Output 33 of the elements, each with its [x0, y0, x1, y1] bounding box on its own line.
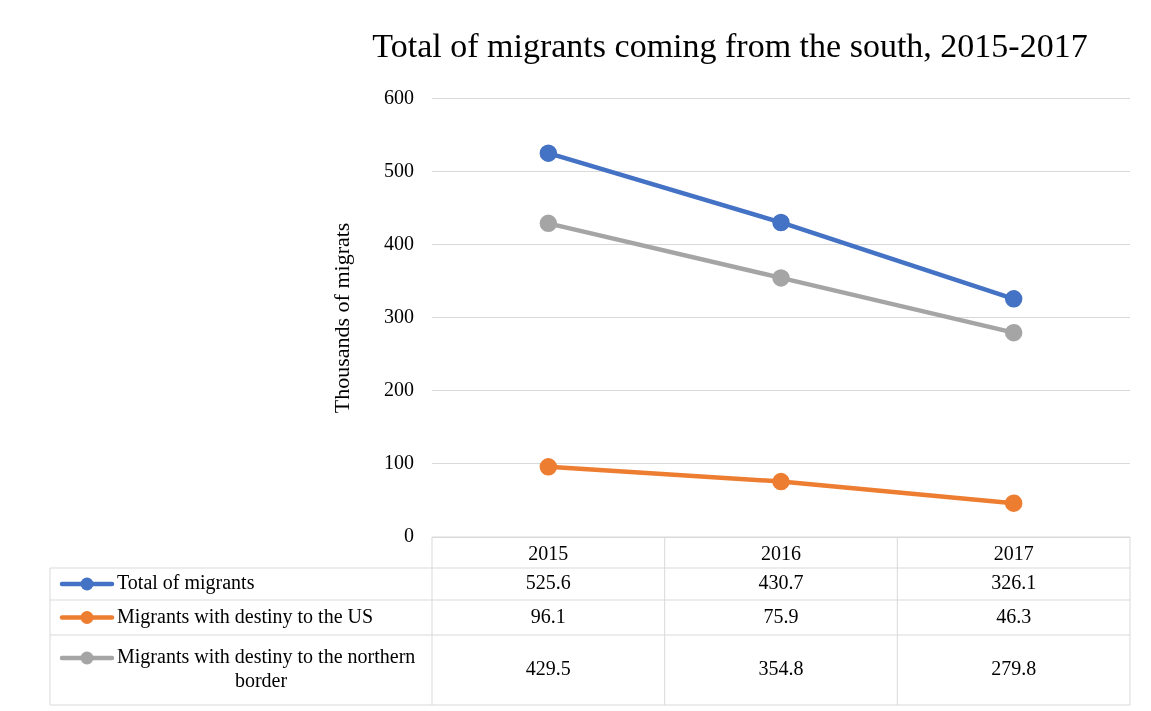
point	[772, 269, 790, 287]
data-label: 96.1	[530, 604, 566, 627]
legend-label: Migrants with destiny to the northern border	[117, 645, 416, 692]
data-label: 279.8	[991, 657, 1037, 680]
y-tick-label: 600	[384, 86, 414, 109]
data-label: 525.6	[525, 571, 571, 594]
chart-title: Total of migrants coming from the south, 2015-2017	[372, 27, 1088, 65]
x-tick-label: 2015	[528, 542, 569, 565]
data-label: 430.7	[758, 571, 804, 594]
point	[1004, 290, 1023, 308]
point	[772, 472, 790, 491]
y-tick-label: 200	[384, 378, 414, 401]
y-tick-label: 0	[404, 524, 414, 547]
point	[1004, 323, 1023, 342]
data-label: 75.9	[763, 604, 799, 627]
y-tick-label: 400	[384, 232, 414, 255]
y-tick-label: 100	[384, 451, 414, 474]
x-tick-label: 2017	[993, 542, 1034, 565]
y-axis-title: Thousands of migrats	[328, 222, 354, 414]
y-tick-label: 300	[384, 305, 414, 328]
point	[539, 144, 558, 162]
point	[1004, 494, 1023, 512]
legend-label: Total of migrants	[117, 571, 255, 595]
data-label: 354.8	[758, 657, 804, 680]
point	[772, 213, 790, 232]
data-label: 46.3	[996, 604, 1032, 627]
legend-label: Migrants with destiny to the US	[117, 604, 374, 628]
x-tick-label: 2016	[761, 542, 801, 565]
data-label: 429.5	[525, 657, 571, 680]
point	[539, 458, 558, 476]
data-label: 326.1	[991, 571, 1037, 594]
y-tick-label: 500	[384, 159, 414, 182]
point	[539, 214, 558, 233]
